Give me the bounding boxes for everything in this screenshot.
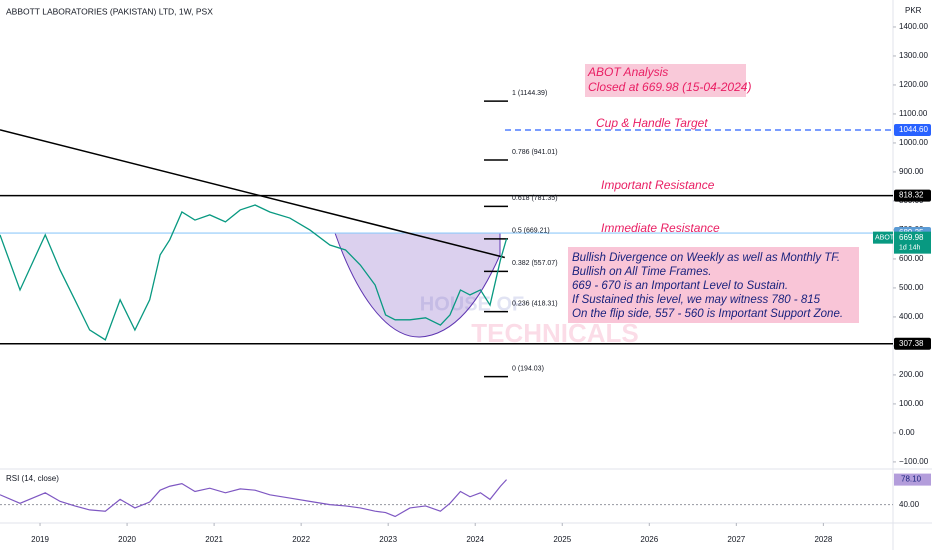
- fib-label: 0.236 (418.31): [512, 300, 558, 307]
- note-line: 669 - 670 is an Important Level to Susta…: [572, 280, 788, 292]
- y-tick-label: 500.00: [899, 283, 924, 292]
- x-tick-label: 2028: [814, 535, 832, 544]
- note-line: Bullish on All Time Frames.: [572, 266, 711, 278]
- last-price-box: [894, 231, 931, 254]
- rsi-last-tag: [894, 473, 931, 486]
- x-tick-label: 2021: [205, 535, 223, 544]
- price-line: [0, 204, 508, 341]
- rsi-title: RSI (14, close): [6, 474, 59, 483]
- fib-label: 0.382 (557.07): [512, 260, 558, 267]
- notes-box: [568, 247, 859, 323]
- y-tick-label: 1000.00: [899, 138, 928, 147]
- last-price-label: 669.98: [899, 233, 924, 242]
- x-tick-label: 2023: [379, 535, 397, 544]
- y-tick-label: 1300.00: [899, 51, 928, 60]
- x-tick-label: 2027: [727, 535, 745, 544]
- y-tick-label: 200.00: [899, 370, 924, 379]
- note-line: If Sustained this level, we may witness …: [572, 294, 821, 306]
- rsi-tick-label: 40.00: [899, 500, 920, 509]
- fib-label: 0 (194.03): [512, 365, 544, 372]
- price-level-label: 307.38: [899, 339, 924, 348]
- chart-title: ABBOTT LABORATORIES (PAKISTAN) LTD, 1W, …: [6, 6, 213, 16]
- rsi-line: [0, 479, 507, 518]
- y-tick-label: 1200.00: [899, 80, 928, 89]
- price-level-label: 818.32: [899, 191, 924, 200]
- annotation: Cup & Handle Target: [596, 116, 708, 130]
- fib-label: 1 (1144.39): [512, 90, 547, 97]
- countdown: 1d 14h: [899, 244, 921, 251]
- price-level-tag: [894, 337, 931, 350]
- fib-label: 0.5 (669.21): [512, 228, 550, 235]
- currency: PKR: [905, 6, 922, 15]
- y-tick-label: 900.00: [899, 167, 924, 176]
- y-tick-label: 1400.00: [899, 22, 928, 31]
- price-level-tag: [894, 124, 931, 137]
- cup-pattern: [334, 232, 501, 338]
- annotation: Immediate Resistance: [601, 221, 720, 235]
- last-price-tag: [873, 231, 893, 244]
- note-line: Bullish Divergence on Weekly as well as …: [572, 252, 840, 264]
- y-tick-label: 1100.00: [899, 109, 928, 118]
- x-tick-label: 2020: [118, 535, 136, 544]
- fib-label: 0.786 (941.01): [512, 149, 558, 156]
- x-tick-label: 2026: [640, 535, 658, 544]
- y-tick-label: 100.00: [899, 399, 924, 408]
- last-price-symbol: ABOT: [875, 234, 895, 241]
- x-tick-label: 2022: [292, 535, 310, 544]
- y-tick-label: 400.00: [899, 312, 924, 321]
- trendline: [0, 129, 505, 259]
- annotation: ABOT Analysis: [587, 65, 668, 79]
- y-tick-label: 0.00: [899, 428, 915, 437]
- x-tick-label: 2024: [466, 535, 484, 544]
- y-tick-label: −100.00: [899, 457, 929, 466]
- x-tick-label: 2019: [31, 535, 49, 544]
- note-line: On the flip side, 557 - 560 is Important…: [572, 308, 843, 320]
- x-tick-label: 2025: [553, 535, 571, 544]
- annotation: Closed at 669.98 (15-04-2024): [588, 80, 751, 94]
- analysis-box: [585, 64, 746, 97]
- price-level-label: 1044.60: [899, 125, 928, 134]
- annotation: Important Resistance: [601, 178, 715, 192]
- fib-label: 0.618 (781.35): [512, 195, 558, 202]
- price-level-tag: [894, 189, 931, 202]
- rsi-last-label: 78.10: [901, 475, 922, 484]
- y-tick-label: 600.00: [899, 254, 924, 263]
